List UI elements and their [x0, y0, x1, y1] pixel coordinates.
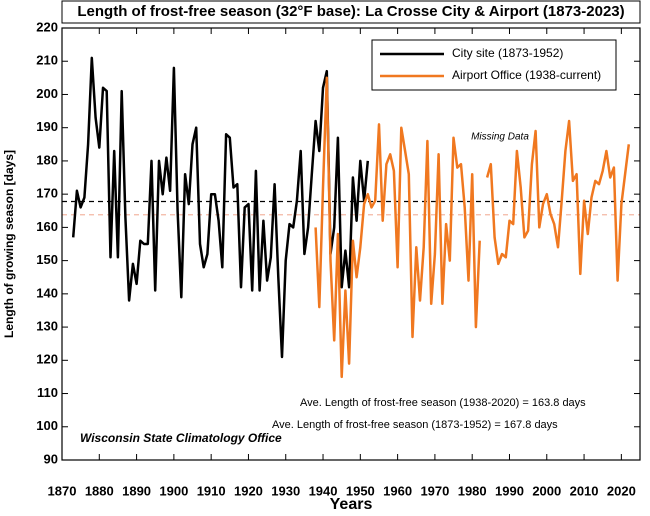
plot-frame [61, 27, 641, 461]
y-tick-label: 220 [36, 19, 58, 34]
y-tick-label: 210 [36, 53, 58, 68]
y-axis-label: Length of growing season [days] [2, 150, 16, 338]
chart-title: Length of frost-free season (32°F base):… [77, 3, 624, 20]
annotation: Wisconsin State Climatology Office [80, 431, 282, 445]
y-tick-label: 180 [36, 152, 58, 167]
x-tick-label: 1970 [420, 483, 449, 498]
x-tick-label: 1940 [309, 483, 338, 498]
y-tick-label: 100 [36, 418, 58, 433]
y-tick-label: 120 [36, 352, 58, 367]
x-tick-label: 1930 [271, 483, 300, 498]
x-tick-label: 1920 [234, 483, 263, 498]
annotation: Missing Data [471, 132, 529, 143]
x-tick-label: 1880 [85, 483, 114, 498]
x-tick-label: 1910 [197, 483, 226, 498]
data-line [314, 76, 631, 379]
x-tick-label: 1960 [383, 483, 412, 498]
legend-label: Airport Office (1938-current) [452, 68, 601, 82]
title-box [61, 0, 641, 24]
x-tick-label: 2010 [570, 483, 599, 498]
x-tick-label: 1870 [48, 483, 77, 498]
data-line [71, 56, 370, 359]
y-tick-label: 170 [36, 186, 58, 201]
x-tick-label: 1990 [495, 483, 524, 498]
y-tick-label: 110 [37, 385, 58, 400]
y-tick-label: 140 [36, 285, 58, 300]
x-tick-label: 1980 [458, 483, 487, 498]
x-tick-label: 1900 [159, 483, 188, 498]
y-tick-label: 200 [36, 86, 58, 101]
legend-label: City site (1873-1952) [452, 46, 563, 60]
x-tick-label: 2000 [532, 483, 561, 498]
x-tick-label: 1950 [346, 483, 375, 498]
legend-box [371, 39, 617, 91]
x-axis-label: Years [330, 496, 373, 513]
y-tick-label: 190 [36, 119, 58, 134]
y-tick-label: 90 [44, 451, 58, 466]
annotation: Ave. Length of frost-free season (1873-1… [272, 419, 558, 431]
x-tick-label: 2020 [607, 483, 636, 498]
y-tick-label: 130 [36, 319, 58, 334]
y-tick-label: 160 [36, 219, 58, 234]
y-tick-label: 150 [36, 252, 58, 267]
annotation: Ave. Length of frost-free season (1938-2… [300, 397, 586, 409]
x-tick-label: 1890 [122, 483, 151, 498]
